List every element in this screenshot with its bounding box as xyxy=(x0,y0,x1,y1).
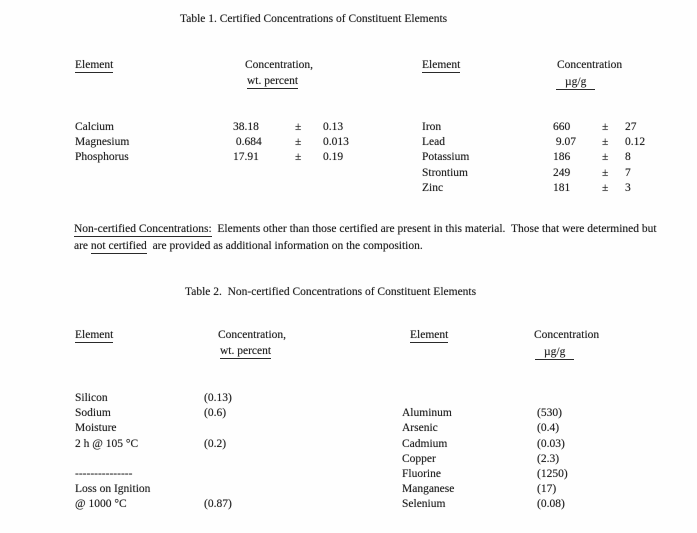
non-certified-note: Non-certified Concentrations: Elements o… xyxy=(74,221,658,255)
uncertainty: 3 xyxy=(625,181,631,194)
value: 17.91 xyxy=(233,151,259,164)
uncertainty: 0.013 xyxy=(323,136,349,149)
element-name: Moisture xyxy=(75,422,117,435)
value: (530) xyxy=(537,407,562,420)
element-name: Magnesium xyxy=(75,136,130,149)
value: 660 xyxy=(553,121,571,133)
value: (0.4) xyxy=(537,422,560,435)
value: 38.18 xyxy=(233,121,259,133)
value: (0.2) xyxy=(204,437,227,450)
value: (17) xyxy=(537,483,557,496)
element-name: Strontium xyxy=(422,166,469,179)
element-name: Selenium xyxy=(402,498,446,511)
value: (0.87) xyxy=(204,498,232,511)
table1-title: Table 1. Certified Concentrations of Con… xyxy=(180,13,448,25)
element-name: Calcium xyxy=(75,121,114,133)
uncertainty: 27 xyxy=(625,121,637,133)
table1-concentration-right-header-line2: µg/g xyxy=(556,76,596,90)
element-name: Aluminum xyxy=(402,407,452,420)
note-underlined-phrase: not certified xyxy=(90,239,147,254)
table2-concentration-right-header-line1: Concentration xyxy=(534,329,600,341)
table1-element-left-header: Element xyxy=(75,59,114,73)
element-name: @ 1000 °C xyxy=(75,498,127,511)
plus-minus-sign: ± xyxy=(602,121,609,133)
plus-minus-sign: ± xyxy=(295,136,302,149)
plus-minus-sign: ± xyxy=(295,151,302,164)
value: 249 xyxy=(553,166,571,179)
table1-concentration-right-header-line1: Concentration xyxy=(557,59,623,71)
plus-minus-sign: ± xyxy=(295,121,302,133)
table2-title: Table 2. Non-certified Concentrations of… xyxy=(185,286,477,298)
plus-minus-sign: ± xyxy=(602,151,609,164)
element-name: Sodium xyxy=(75,407,111,420)
plus-minus-sign: ± xyxy=(602,181,609,194)
table2-concentration-left-header-line1: Concentration, xyxy=(218,329,287,341)
value: (1250) xyxy=(537,467,568,480)
table1-element-right-header: Element xyxy=(422,59,461,73)
note-heading: Non-certified Concentrations: xyxy=(74,223,212,237)
uncertainty: 8 xyxy=(625,151,631,164)
value: (0.6) xyxy=(204,407,227,420)
element-name: Potassium xyxy=(422,151,470,164)
uncertainty: 0.19 xyxy=(323,151,344,164)
element-name: Fluorine xyxy=(402,467,441,480)
element-name: Arsenic xyxy=(402,422,438,435)
table2-concentration-right-header-line2: µg/g xyxy=(535,346,575,360)
element-name: Phosphorus xyxy=(75,151,129,164)
element-name: Lead xyxy=(422,136,445,149)
element-name: 2 h @ 105 °C xyxy=(75,437,139,450)
value: (0.13) xyxy=(204,392,232,404)
value: (0.03) xyxy=(537,437,565,450)
value: (2.3) xyxy=(537,452,560,465)
element-name: Iron xyxy=(422,121,442,133)
value: 9.07 xyxy=(553,136,576,149)
value: (0.08) xyxy=(537,498,565,511)
element-name: Cadmium xyxy=(402,437,448,450)
uncertainty: 0.13 xyxy=(323,121,344,133)
table1-concentration-left-header-line2: wt. percent xyxy=(247,75,299,89)
plus-minus-sign: ± xyxy=(602,136,609,149)
value: 181 xyxy=(553,181,571,194)
table1-concentration-left-header-line1: Concentration, xyxy=(245,59,314,71)
table2-element-right-header: Element xyxy=(410,329,449,343)
note-body-after: are provided as additional information o… xyxy=(146,239,423,252)
value: 186 xyxy=(553,151,571,164)
element-name: Silicon xyxy=(75,392,108,404)
element-name: Copper xyxy=(402,452,436,465)
value: 0.684 xyxy=(233,136,262,149)
element-name: Loss on Ignition xyxy=(75,483,151,496)
table2-element-left-header: Element xyxy=(75,329,114,343)
element-name: Manganese xyxy=(402,483,455,496)
element-name: Zinc xyxy=(422,181,444,194)
note-body-before: Elements other than those certified are … xyxy=(74,223,660,252)
table2-concentration-left-header-line2: wt. percent xyxy=(220,345,272,359)
uncertainty: 0.12 xyxy=(625,136,646,149)
uncertainty: 7 xyxy=(625,166,631,179)
plus-minus-sign: ± xyxy=(602,166,609,179)
divider-dashes: --------------- xyxy=(75,467,133,480)
